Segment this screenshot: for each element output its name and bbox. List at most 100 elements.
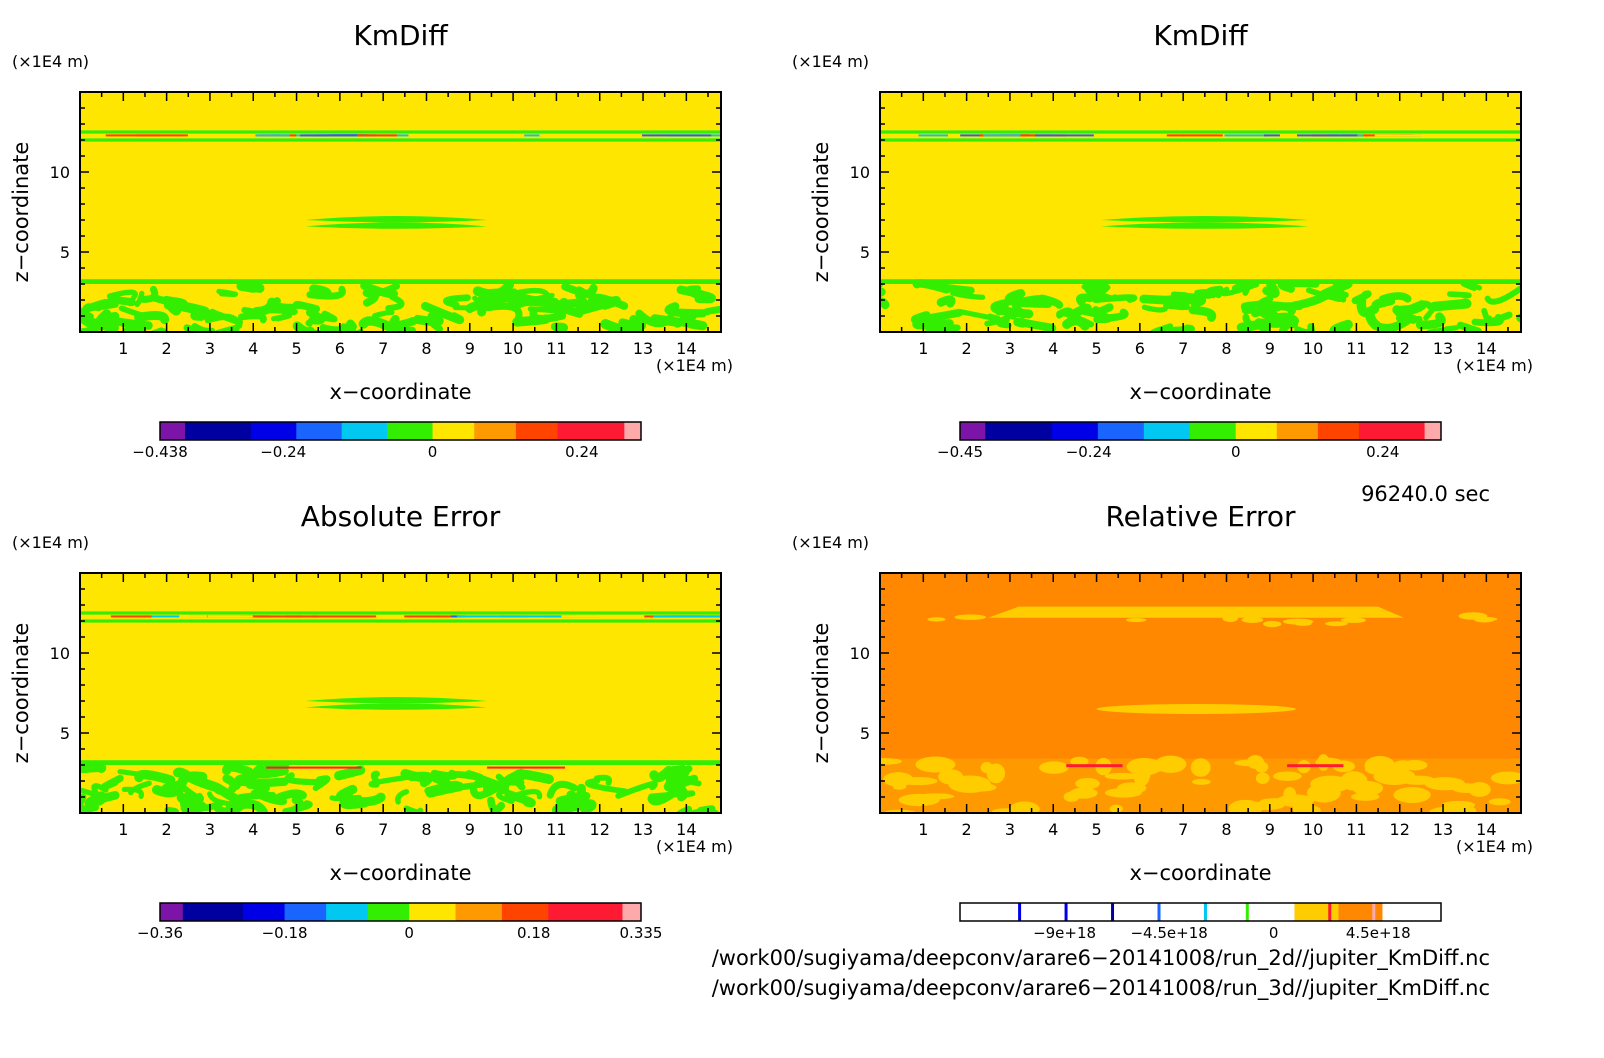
colorbar-swatch xyxy=(1236,422,1278,440)
x-tick-label: 10 xyxy=(1303,339,1323,358)
colorbar-tick-label: −0.24 xyxy=(260,443,306,461)
x-tick-label: 11 xyxy=(1346,339,1366,358)
lower-patch xyxy=(1255,761,1268,772)
upper-speck xyxy=(1031,613,1045,617)
lower-eddy xyxy=(1383,296,1408,299)
upper-speck xyxy=(1475,617,1497,621)
upper-streak xyxy=(111,615,152,617)
lower-patch xyxy=(1127,758,1162,775)
colorbar-swatch xyxy=(160,903,183,921)
x-tick-label: 2 xyxy=(162,339,172,358)
x-tick-label: 6 xyxy=(1135,339,1145,358)
y-tick-label: 5 xyxy=(860,724,870,743)
colorbar-swatch xyxy=(1425,422,1442,440)
lower-patch xyxy=(899,777,938,785)
lower-eddy xyxy=(1334,325,1348,332)
lower-eddy xyxy=(430,787,459,793)
x-tick-label: 12 xyxy=(590,339,610,358)
colorbar-swatch xyxy=(1190,422,1236,440)
colorbar-swatch xyxy=(1318,422,1360,440)
field xyxy=(80,573,741,816)
lower-eddy xyxy=(367,293,375,303)
colorbar-tick-label: −0.438 xyxy=(132,443,188,461)
lower-patch xyxy=(1393,787,1430,803)
lower-streak xyxy=(266,767,361,769)
y-tick-label: 10 xyxy=(850,163,870,182)
lower-patch xyxy=(1110,805,1123,813)
x-tick-label: 3 xyxy=(205,339,215,358)
colorbar-tick-label: 0.24 xyxy=(1366,443,1399,461)
lower-eddy xyxy=(139,775,171,781)
x-axis-label: x−coordinate xyxy=(329,380,471,404)
lower-patch xyxy=(968,783,997,791)
lower-eddy xyxy=(655,319,679,322)
upper-band xyxy=(80,619,721,622)
lower-patch xyxy=(1229,800,1262,818)
colorbar-swatch xyxy=(387,422,433,440)
lower-eddy xyxy=(88,303,106,308)
lower-eddy xyxy=(1017,322,1052,328)
upper-streak xyxy=(918,134,948,136)
upper-streak xyxy=(1224,134,1269,136)
y-unit-label: (×1E4 m) xyxy=(12,533,89,552)
colorbar-swatch xyxy=(1294,903,1338,921)
lower-eddy xyxy=(622,319,642,326)
lower-eddy xyxy=(987,320,1007,324)
y-unit-label: (×1E4 m) xyxy=(792,533,869,552)
x-unit-label: (×1E4 m) xyxy=(656,837,733,856)
lower-eddy xyxy=(1170,306,1187,307)
colorbar-tick-label: −0.18 xyxy=(262,924,308,942)
upper-band xyxy=(880,130,1521,133)
lower-patch xyxy=(1351,792,1379,800)
chart-title: Absolute Error xyxy=(301,500,501,533)
lower-eddy xyxy=(241,286,260,288)
lower-patch xyxy=(1256,772,1270,783)
x-tick-label: 9 xyxy=(1265,820,1275,839)
lower-eddy xyxy=(1273,317,1288,322)
lower-eddy xyxy=(111,299,131,302)
colorbar-swatch xyxy=(342,422,388,440)
chart-title: KmDiff xyxy=(1153,19,1248,52)
lower-eddy xyxy=(1075,308,1088,313)
lower-eddy xyxy=(350,324,353,330)
upper-streak xyxy=(404,615,440,617)
lower-eddy xyxy=(1521,312,1551,318)
x-tick-label: 2 xyxy=(162,820,172,839)
x-tick-label: 13 xyxy=(633,820,653,839)
colorbar-swatch xyxy=(1338,903,1382,921)
x-unit-label: (×1E4 m) xyxy=(1456,837,1533,856)
colorbar-swatch xyxy=(624,422,641,440)
lower-patch xyxy=(915,757,955,773)
colorbar-swatch xyxy=(1246,903,1249,921)
lower-patch xyxy=(1064,792,1080,802)
x-axis-label: x−coordinate xyxy=(1129,380,1271,404)
lower-eddy xyxy=(168,810,176,812)
lower-patch xyxy=(1452,783,1481,793)
lower-eddy xyxy=(1434,304,1466,307)
x-axis-label: x−coordinate xyxy=(1129,861,1271,885)
lower-patch xyxy=(1491,772,1525,785)
y-axis-label: z−coordinate xyxy=(809,623,833,764)
x-tick-label: 3 xyxy=(205,820,215,839)
lower-eddy xyxy=(1168,329,1191,332)
lower-eddy xyxy=(1080,298,1090,303)
lower-eddy xyxy=(83,767,102,768)
colorbar-tick-label: −9e+18 xyxy=(1033,924,1096,942)
lower-patch xyxy=(1277,794,1314,806)
lower-eddy xyxy=(517,319,546,322)
y-tick-label: 10 xyxy=(50,644,70,663)
chart-title: KmDiff xyxy=(353,19,448,52)
colorbar-swatch xyxy=(1065,903,1068,921)
lower-streak xyxy=(1287,764,1343,767)
lower-patch xyxy=(1039,761,1069,773)
lower-patch xyxy=(987,763,1005,783)
lower-eddy xyxy=(339,770,361,776)
upper-band xyxy=(80,138,721,141)
lower-eddy xyxy=(341,789,353,797)
field xyxy=(872,92,1550,336)
lower-eddy xyxy=(219,291,235,294)
x-tick-label: 3 xyxy=(1005,339,1015,358)
colorbar-swatch xyxy=(243,903,285,921)
upper-speck xyxy=(1325,621,1348,626)
